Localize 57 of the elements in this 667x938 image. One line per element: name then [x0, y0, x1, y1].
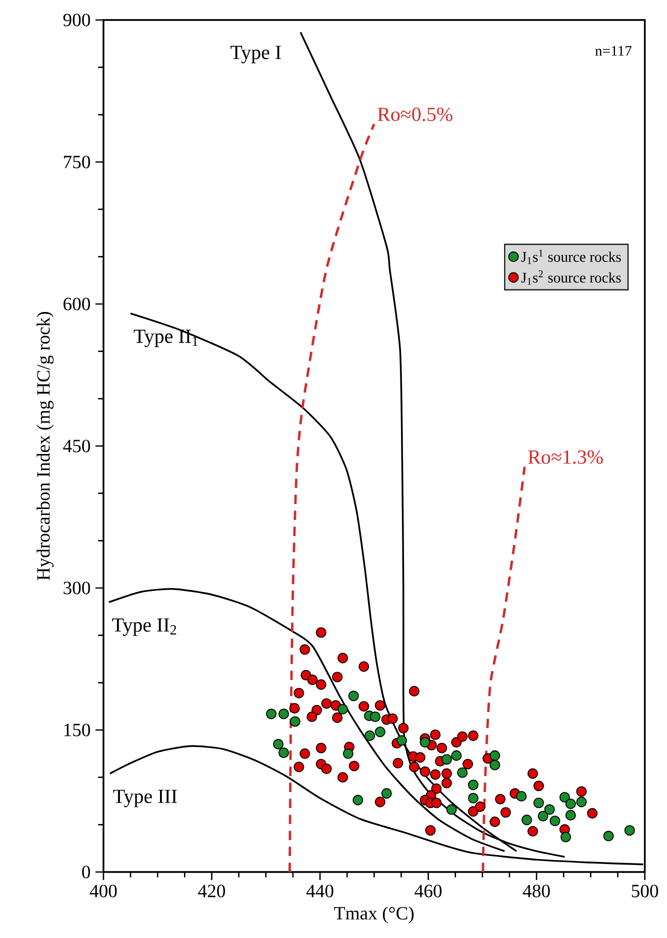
legend-label: Type II$_{2}$: [112, 618, 176, 636]
series-label: Type I: [230, 46, 281, 64]
series-label: Ro≈0.5%: [378, 108, 452, 122]
point: [576, 796, 587, 808]
x-tick-label: 500: [632, 884, 658, 898]
y-tick-label: 0: [82, 866, 90, 878]
x-tick-label: 480: [522, 884, 550, 898]
point: [559, 792, 570, 802]
point: [522, 814, 532, 826]
point: [290, 716, 300, 727]
line-series: [482, 466, 526, 874]
point: [544, 804, 555, 815]
y-axis-title: Hydrocarbon Index (mg HC/g rock): [36, 312, 54, 580]
point: [374, 726, 386, 738]
point: [273, 738, 284, 750]
y-tick-label: 150: [64, 724, 90, 736]
point: [348, 690, 359, 702]
x-tick-label: 400: [90, 884, 117, 898]
y-tick-label: 600: [64, 298, 90, 310]
point: [490, 750, 500, 761]
point: [565, 798, 576, 810]
point: [370, 711, 380, 722]
y-tick-label: 300: [64, 582, 90, 594]
annotation: n=117: [595, 46, 632, 56]
point: [468, 792, 478, 804]
point: [560, 832, 572, 842]
point: [490, 760, 500, 770]
point: [352, 794, 364, 806]
point: [457, 767, 468, 778]
point: [565, 810, 576, 820]
point: [550, 816, 560, 826]
x-axis-title: Tmax (°C): [334, 906, 414, 924]
x-tick-label: 420: [198, 884, 226, 898]
y-tick-label: 450: [63, 440, 90, 452]
point: [278, 747, 289, 758]
x-tick-label: 460: [414, 884, 442, 898]
series-label: Type III: [113, 790, 177, 808]
point: [468, 780, 478, 790]
point: [381, 788, 392, 799]
point: [446, 804, 457, 815]
y-tick-label: 900: [63, 14, 90, 26]
x-tick-label: 440: [306, 884, 334, 898]
point: [364, 730, 376, 741]
point: [266, 708, 277, 720]
point: [624, 825, 635, 836]
series-label: Ro≈1.3%: [528, 450, 603, 464]
line-series: [108, 588, 506, 852]
point: [538, 810, 548, 822]
point: [603, 830, 614, 842]
point: [337, 704, 348, 714]
legend-label: J$_{1}$s$^{2}$ source rocks: [521, 270, 621, 285]
point: [533, 798, 544, 808]
point: [278, 708, 289, 720]
point: [451, 750, 462, 761]
legend-label: J$_{1}$s$^{1}$ source rocks: [521, 250, 621, 264]
line-series: [288, 122, 376, 874]
y-tick-label: 750: [64, 156, 90, 168]
